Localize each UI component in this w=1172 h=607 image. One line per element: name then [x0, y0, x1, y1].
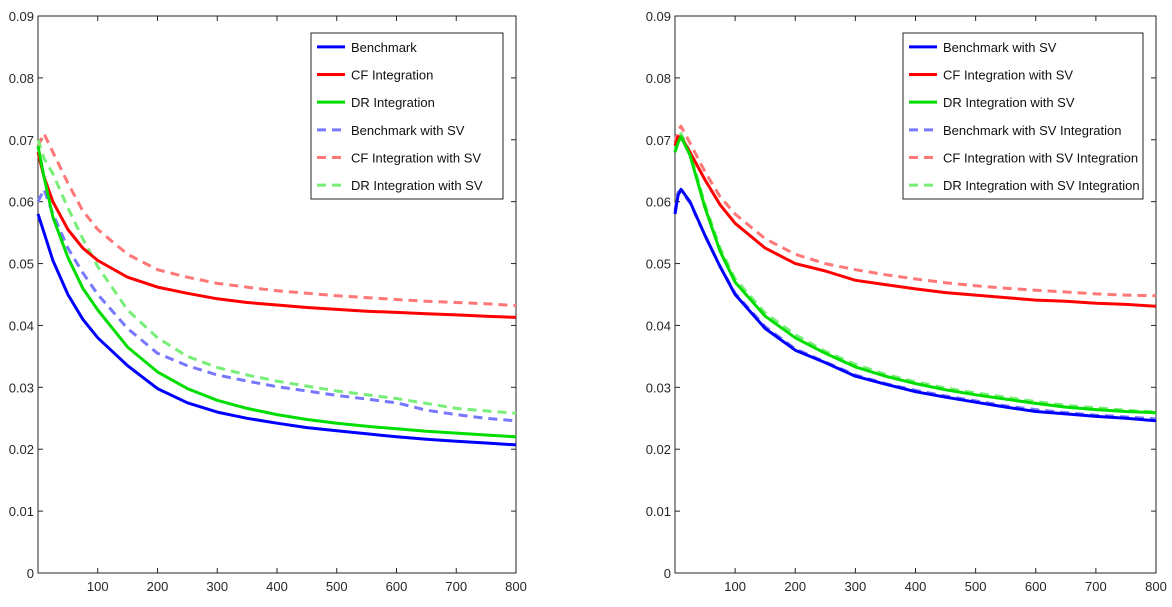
y-tick-label: 0.05 [9, 257, 34, 272]
y-tick-label: 0.03 [646, 380, 671, 395]
x-tick-label: 800 [505, 579, 527, 594]
y-tick-label: 0.01 [9, 504, 34, 519]
legend-label: DR Integration with SV [943, 95, 1075, 110]
legend-label: DR Integration [351, 95, 435, 110]
series-line-6 [673, 132, 1157, 414]
y-tick-label: 0.01 [646, 504, 671, 519]
y-tick-label: 0.09 [9, 9, 34, 24]
legend-label: CF Integration [351, 68, 433, 83]
series-line-3 [36, 145, 517, 439]
x-tick-label: 500 [326, 579, 348, 594]
x-tick-label: 100 [724, 579, 746, 594]
series-line-2 [36, 151, 517, 319]
x-tick-label: 600 [1025, 579, 1047, 594]
x-tick-label: 300 [206, 579, 228, 594]
legend-label: CF Integration with SV [943, 68, 1073, 83]
y-tick-label: 0 [664, 566, 671, 581]
x-tick-label: 200 [147, 579, 169, 594]
legend-label: CF Integration with SV Integration [943, 151, 1138, 166]
y-tick-label: 0.03 [9, 380, 34, 395]
y-tick-label: 0.02 [9, 442, 34, 457]
x-tick-label: 800 [1145, 579, 1167, 594]
series-line-5 [673, 124, 1157, 298]
y-tick-label: 0.06 [646, 195, 671, 210]
y-tick-label: 0.06 [9, 195, 34, 210]
x-tick-label: 400 [905, 579, 927, 594]
series-line-5 [36, 132, 517, 308]
y-tick-label: 0.08 [9, 71, 34, 86]
x-tick-label: 300 [845, 579, 867, 594]
legend-label: CF Integration with SV [351, 151, 481, 166]
y-tick-label: 0.04 [9, 318, 34, 333]
x-tick-label: 200 [784, 579, 806, 594]
legend-box [310, 32, 504, 200]
series-line-6 [36, 139, 517, 415]
y-tick-label: 0.04 [646, 318, 671, 333]
series-line-1 [36, 213, 517, 447]
legend: Benchmark with SV CF Integration with SV D… [902, 32, 1144, 200]
legend-label: Benchmark with SV [943, 40, 1057, 55]
y-tick-label: 0.07 [9, 133, 34, 148]
x-tick-label: 700 [445, 579, 467, 594]
legend-label: Benchmark with SV Integration [943, 123, 1121, 138]
x-tick-label: 600 [386, 579, 408, 594]
legend-label: DR Integration with SV [351, 178, 483, 193]
series-line-1 [673, 187, 1157, 423]
legend-label: Benchmark with SV [351, 123, 465, 138]
x-tick-label: 100 [87, 579, 109, 594]
y-tick-label: 0.07 [646, 133, 671, 148]
chart-right: 0 0.01 0.02 0.03 0.04 0.05 0.06 0.07 0.08 0.09 100… [646, 9, 1167, 594]
y-tick-label: 0.08 [646, 71, 671, 86]
x-tick-label: 500 [965, 579, 987, 594]
legend-label: Benchmark [351, 40, 417, 55]
y-tick-label: 0.02 [646, 442, 671, 457]
y-tick-label: 0.09 [646, 9, 671, 24]
series-line-4 [36, 187, 517, 423]
chart-left: 0 0.01 0.02 0.03 0.04 0.05 0.06 0.07 0.08 0.09 100… [9, 9, 527, 594]
y-tick-label: 0.05 [646, 257, 671, 272]
legend-box [902, 32, 1144, 200]
series-line-2 [673, 135, 1157, 308]
y-tick-label: 0 [27, 566, 34, 581]
series-line-3 [673, 135, 1157, 415]
x-tick-label: 700 [1085, 579, 1107, 594]
x-tick-label: 400 [266, 579, 288, 594]
legend: Benchmark CF Integration DR Integration Ben… [310, 32, 504, 200]
legend-label: DR Integration with SV Integration [943, 178, 1140, 193]
